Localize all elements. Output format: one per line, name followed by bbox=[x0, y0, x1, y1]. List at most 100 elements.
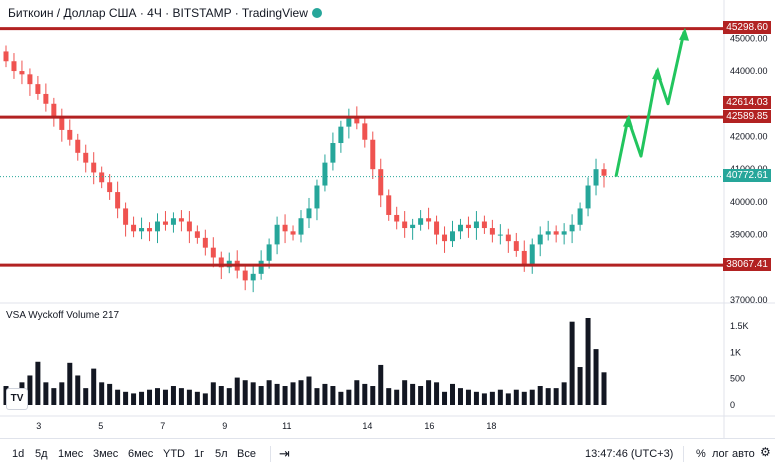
candle-body bbox=[139, 228, 145, 232]
volume-bar bbox=[322, 383, 328, 405]
time-tick-label: 5 bbox=[98, 421, 103, 431]
price-chart[interactable]: 45000.0044000.0042000.0041000.0040000.00… bbox=[0, 0, 775, 438]
volume-bar bbox=[354, 380, 360, 405]
period-all[interactable]: Все bbox=[237, 448, 256, 460]
period-1d[interactable]: 1d bbox=[12, 448, 25, 460]
tradingview-logo[interactable]: TV bbox=[6, 388, 28, 410]
volume-bar bbox=[569, 321, 575, 405]
volume-bar bbox=[505, 393, 511, 405]
candle-body bbox=[27, 74, 33, 85]
price-tick-label: 45000.00 bbox=[730, 33, 768, 43]
volume-bar bbox=[35, 361, 41, 405]
candle-body bbox=[537, 234, 543, 245]
volume-bar bbox=[170, 386, 176, 405]
percent-toggle[interactable]: % bbox=[696, 448, 706, 460]
candle-body bbox=[186, 221, 192, 232]
volume-bar bbox=[75, 375, 81, 405]
forecast-arrowhead bbox=[679, 27, 689, 41]
volume-tick-label: 500 bbox=[730, 374, 745, 384]
price-tick-label: 37000.00 bbox=[730, 295, 768, 305]
time-tick-label: 14 bbox=[362, 421, 372, 431]
auto-scale-toggle[interactable]: авто bbox=[732, 448, 755, 460]
volume-bar bbox=[601, 372, 607, 405]
volume-bar bbox=[426, 380, 432, 405]
volume-bar bbox=[67, 362, 73, 405]
volume-bar bbox=[154, 388, 160, 405]
candle-body bbox=[362, 123, 368, 140]
period-5d[interactable]: 5д bbox=[35, 448, 48, 460]
price-tick-label: 42000.00 bbox=[730, 131, 768, 141]
volume-bar bbox=[473, 391, 479, 405]
level-tag-bottom: 38067.41 bbox=[723, 258, 771, 271]
symbol-title: Биткоин / Доллар США · 4Ч · BITSTAMP · T… bbox=[8, 6, 308, 20]
period-1y[interactable]: 1г bbox=[194, 448, 205, 460]
candle-body bbox=[481, 221, 487, 229]
period-1m[interactable]: 1мес bbox=[58, 448, 84, 460]
candle-body bbox=[465, 224, 471, 229]
volume-bar bbox=[489, 391, 495, 405]
volume-tick-label: 1K bbox=[730, 347, 741, 357]
volume-bar bbox=[59, 382, 65, 405]
candle-body bbox=[178, 218, 184, 222]
candle-body bbox=[210, 247, 216, 258]
volume-bar bbox=[410, 383, 416, 405]
candle-body bbox=[434, 221, 440, 235]
period-3m[interactable]: 3мес bbox=[93, 448, 119, 460]
vsa-indicator-label[interactable]: VSA Wyckoff Volume 217 bbox=[6, 310, 120, 321]
period-ytd[interactable]: YTD bbox=[163, 448, 185, 460]
candle-body bbox=[569, 224, 575, 232]
candle-body bbox=[202, 237, 208, 248]
candle-body bbox=[99, 172, 105, 183]
volume-bar bbox=[242, 380, 248, 405]
volume-bar bbox=[370, 386, 376, 405]
candle-body bbox=[43, 93, 49, 104]
candle-body bbox=[59, 116, 65, 130]
time-tick-label: 3 bbox=[36, 421, 41, 431]
volume-bar bbox=[290, 382, 296, 405]
period-5y[interactable]: 5л bbox=[215, 448, 228, 460]
candle-body bbox=[489, 228, 495, 235]
candle-body bbox=[115, 192, 121, 209]
time-tick-label: 18 bbox=[486, 421, 496, 431]
volume-bar bbox=[194, 391, 200, 405]
last-price-tag: 40772.61 bbox=[723, 169, 771, 182]
period-6m[interactable]: 6мес bbox=[128, 448, 154, 460]
candle-body bbox=[346, 116, 352, 127]
volume-bar bbox=[147, 389, 153, 405]
candle-body bbox=[154, 221, 160, 232]
volume-bar bbox=[115, 389, 121, 405]
volume-bar bbox=[402, 380, 408, 405]
time-tick-label: 7 bbox=[160, 421, 165, 431]
candle-body bbox=[513, 241, 519, 251]
candle-body bbox=[426, 218, 432, 222]
volume-bar bbox=[457, 388, 463, 405]
volume-bar bbox=[282, 386, 288, 405]
candle-body bbox=[545, 231, 551, 235]
candle-body bbox=[442, 234, 448, 242]
volume-bar bbox=[186, 389, 192, 405]
volume-bar bbox=[27, 375, 33, 405]
volume-tick-label: 0 bbox=[730, 400, 735, 410]
settings-gear-icon[interactable]: ⚙ bbox=[760, 445, 771, 459]
candle-body bbox=[218, 257, 224, 268]
candle-body bbox=[298, 218, 304, 235]
volume-bar bbox=[442, 391, 448, 405]
volume-bar bbox=[178, 388, 184, 405]
log-toggle[interactable]: лог bbox=[712, 448, 729, 460]
candle-body bbox=[553, 231, 559, 235]
candle-body bbox=[330, 143, 336, 163]
level-tag-mid: 42589.85 bbox=[723, 110, 771, 123]
volume-bar bbox=[250, 382, 256, 405]
candle-body bbox=[450, 231, 456, 242]
date-range-icon[interactable]: ⇥ bbox=[279, 446, 290, 461]
candle-body bbox=[473, 221, 479, 229]
candle-body bbox=[147, 228, 153, 232]
candle-body bbox=[386, 195, 392, 215]
candle-body bbox=[19, 71, 25, 75]
price-tick-label: 39000.00 bbox=[730, 230, 768, 240]
candle-body bbox=[290, 231, 296, 235]
candle-body bbox=[402, 221, 408, 229]
clock-time[interactable]: 13:47:46 (UTC+3) bbox=[585, 448, 674, 460]
candle-body bbox=[266, 244, 272, 261]
volume-bar bbox=[298, 380, 304, 405]
